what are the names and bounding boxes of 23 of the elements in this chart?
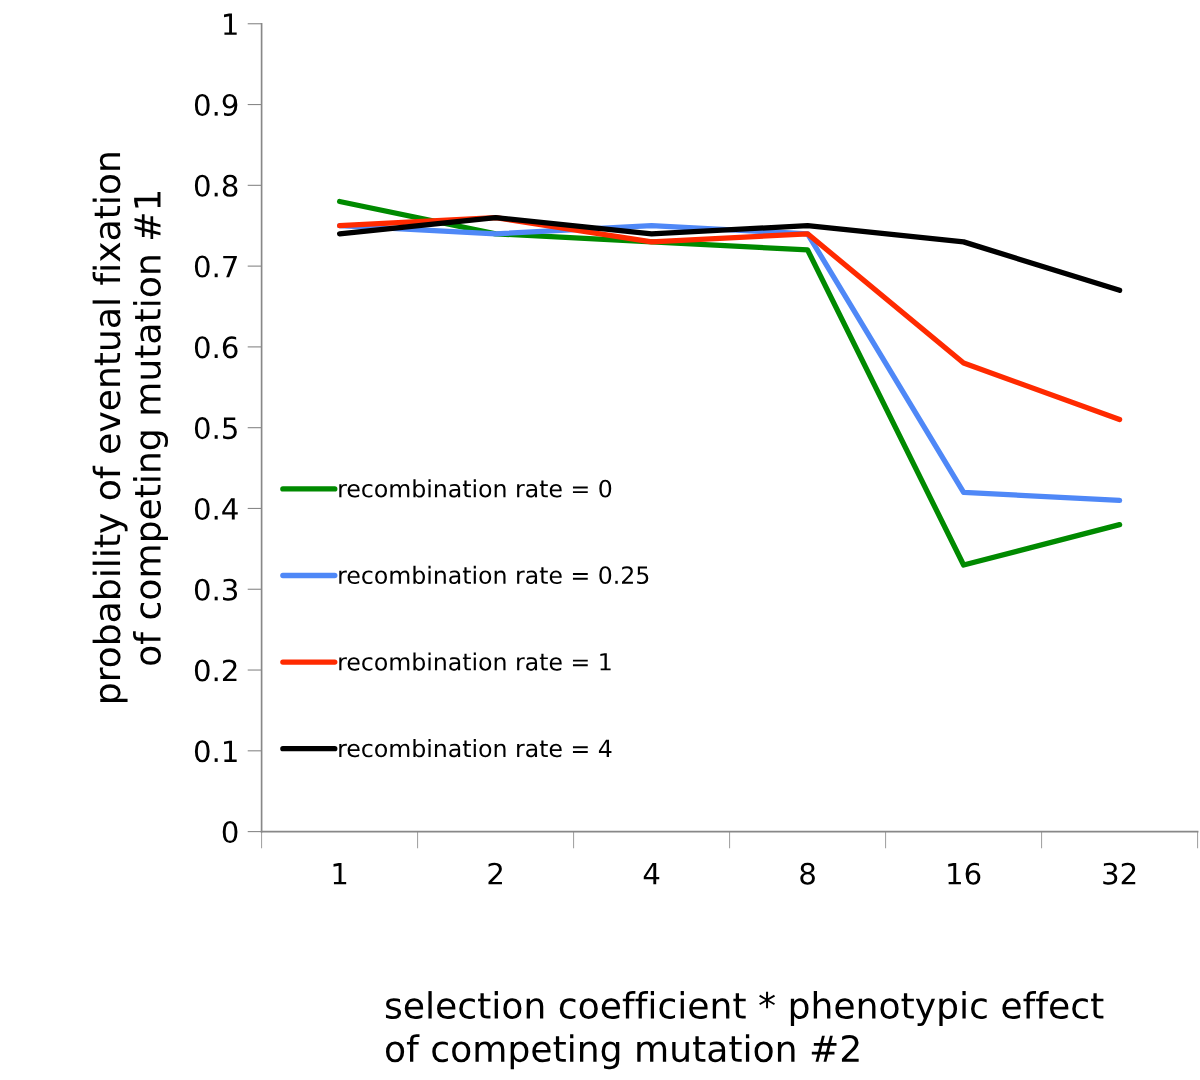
y-tick-label: 1 [224, 13, 237, 35]
legend-label: recombination rate = 0 [339, 479, 612, 498]
y-tick-label: 0.4 [194, 497, 238, 520]
legend-label: recombination rate = 4 [339, 739, 612, 758]
y-tick-label: 0.5 [194, 417, 237, 440]
legend-label: recombination rate = 0.25 [339, 565, 649, 585]
x-axis-title: selection coefficient * phenotypic effect of competing mutation #2 [385, 991, 1104, 1070]
y-tick-label: 0 [222, 821, 238, 844]
legend-label: recombination rate = 1 [339, 652, 611, 671]
y-tick-label: 0.7 [194, 255, 237, 278]
x-tick-label: 8 [800, 862, 815, 885]
y-tick-label: 0.1 [194, 740, 237, 763]
x-tick-label: 16 [948, 862, 981, 885]
x-tick-label: 4 [643, 863, 660, 885]
x-tick-label: 1 [333, 863, 347, 885]
y-tick-label: 0.6 [194, 336, 238, 359]
y-tick-label: 0.3 [194, 578, 238, 601]
x-tick-label: 2 [488, 862, 502, 885]
y-tick-label: 0.9 [194, 93, 238, 117]
y-tick-label: 0.2 [194, 659, 237, 682]
x-tick-label: 32 [1103, 862, 1136, 885]
y-axis-title: probability of eventual fixation of competing mutation #1 [92, 153, 168, 703]
y-tick-label: 0.8 [194, 174, 238, 197]
